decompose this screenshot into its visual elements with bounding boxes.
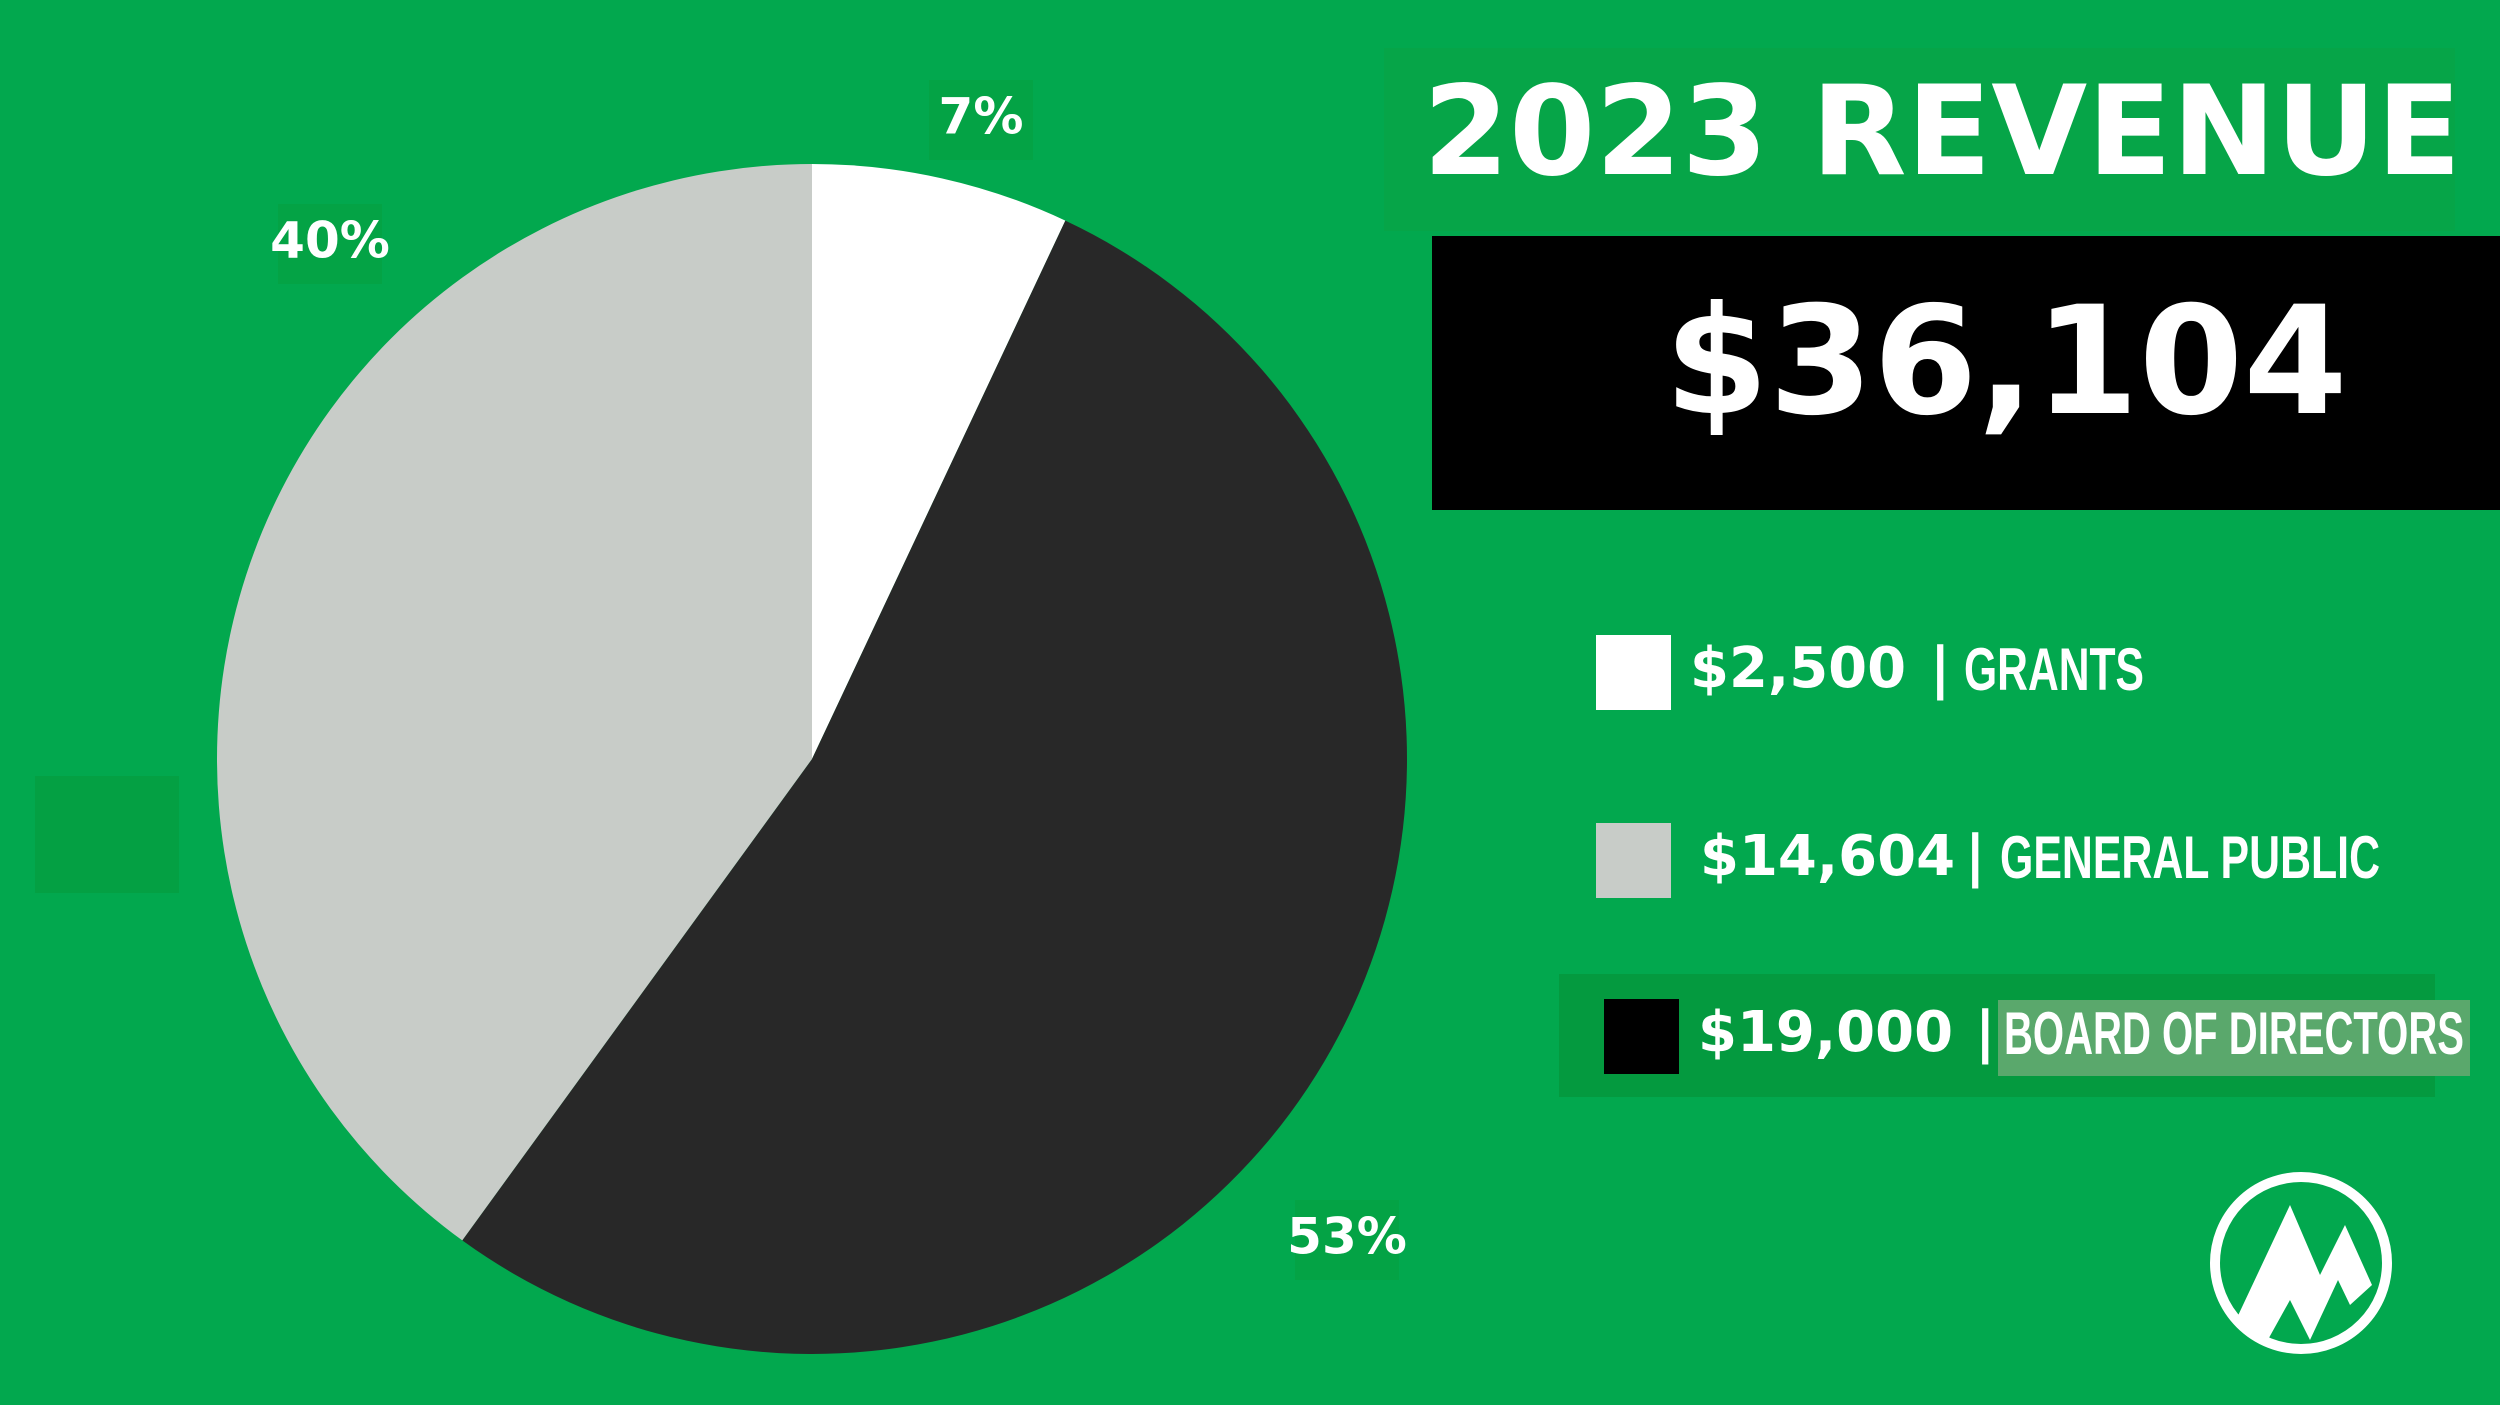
title: 2023 REVENUE [1423, 60, 2461, 204]
legend-swatch [1604, 999, 1679, 1074]
legend-amount: $19,000 [1698, 1000, 1953, 1065]
legend-category: GENERAL PUBLIC [2000, 824, 2380, 891]
slice-label: 53% [1287, 1208, 1407, 1266]
label-box [1295, 1200, 1399, 1280]
slice-label: 7% [939, 88, 1024, 146]
legend-category: BOARD OF DIRECTORS [2004, 1000, 2464, 1067]
label-box [278, 204, 382, 284]
total: $36,104 [1664, 275, 2347, 449]
total-box [1432, 236, 2500, 510]
slice-label: 40% [270, 212, 390, 270]
legend-amount: $2,500 [1690, 636, 1906, 701]
legend-separator: | [1965, 824, 1985, 889]
pie-slice [217, 164, 813, 1241]
legend-swatch [1596, 635, 1671, 710]
pie-slice [462, 220, 1407, 1354]
logo-ring [2210, 1172, 2392, 1354]
legend-swatch [1596, 823, 1671, 898]
pie-slice [812, 164, 1066, 759]
legend-separator: | [1975, 1000, 1995, 1065]
logo [2210, 1172, 2392, 1354]
title-box [1384, 48, 2455, 231]
category-highlight [1998, 1000, 2470, 1076]
logo-mark [2235, 1205, 2372, 1345]
legend-amount: $14,604 [1700, 824, 1955, 889]
legend-separator: | [1930, 636, 1950, 701]
label-box [929, 80, 1033, 160]
legend-category: GRANTS [1964, 636, 2144, 703]
decor-box [35, 776, 179, 893]
